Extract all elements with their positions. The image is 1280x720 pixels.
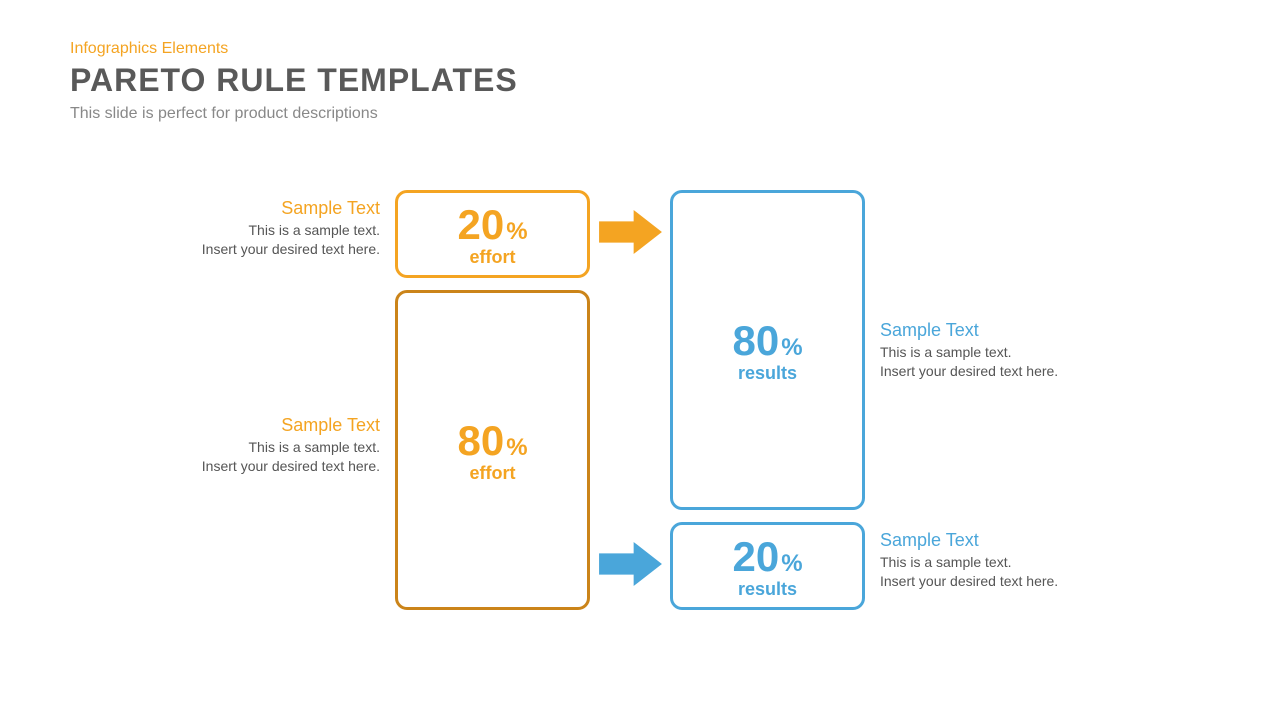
- box-number: 80: [732, 317, 779, 365]
- page-subtitle: This slide is perfect for product descri…: [70, 105, 518, 123]
- box-value: 20 %: [732, 533, 802, 581]
- desc-left-top: Sample Text This is a sample text. Inser…: [200, 198, 380, 259]
- box-label: effort: [470, 247, 516, 268]
- effort-small-box: 20 % effort: [395, 190, 590, 278]
- percent-symbol: %: [506, 218, 527, 246]
- box-number: 80: [457, 417, 504, 465]
- desc-title: Sample Text: [200, 198, 380, 219]
- results-small-box: 20 % results: [670, 522, 865, 610]
- arrow-right-icon: [598, 210, 663, 254]
- header: Infographics Elements PARETO RULE TEMPLA…: [70, 40, 518, 123]
- box-number: 20: [732, 533, 779, 581]
- box-value: 80 %: [457, 417, 527, 465]
- category-label: Infographics Elements: [70, 40, 518, 58]
- box-value: 20 %: [457, 201, 527, 249]
- desc-body: This is a sample text. Insert your desir…: [880, 553, 1060, 591]
- desc-title: Sample Text: [200, 415, 380, 436]
- percent-symbol: %: [781, 550, 802, 578]
- page-title: PARETO RULE TEMPLATES: [70, 62, 518, 99]
- results-large-box: 80 % results: [670, 190, 865, 510]
- box-label: effort: [470, 463, 516, 484]
- desc-right-bottom: Sample Text This is a sample text. Inser…: [880, 530, 1060, 591]
- box-label: results: [738, 579, 797, 600]
- box-number: 20: [457, 201, 504, 249]
- box-value: 80 %: [732, 317, 802, 365]
- desc-left-bottom: Sample Text This is a sample text. Inser…: [200, 415, 380, 476]
- desc-body: This is a sample text. Insert your desir…: [200, 221, 380, 259]
- percent-symbol: %: [781, 334, 802, 362]
- desc-title: Sample Text: [880, 530, 1060, 551]
- desc-right-top: Sample Text This is a sample text. Inser…: [880, 320, 1060, 381]
- desc-body: This is a sample text. Insert your desir…: [200, 438, 380, 476]
- desc-title: Sample Text: [880, 320, 1060, 341]
- effort-large-box: 80 % effort: [395, 290, 590, 610]
- pareto-diagram: Sample Text This is a sample text. Inser…: [0, 190, 1280, 720]
- desc-body: This is a sample text. Insert your desir…: [880, 343, 1060, 381]
- arrow-right-icon: [598, 542, 663, 586]
- box-label: results: [738, 363, 797, 384]
- percent-symbol: %: [506, 434, 527, 462]
